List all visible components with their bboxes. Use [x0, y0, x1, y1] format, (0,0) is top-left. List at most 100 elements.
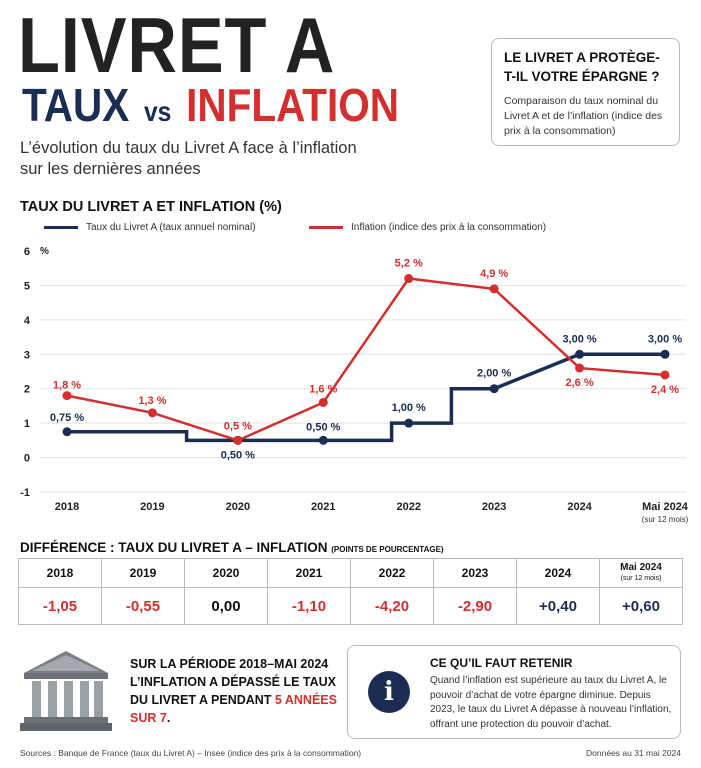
difference-year-label: 2020 — [212, 566, 240, 580]
data-point-inflation — [404, 274, 414, 284]
difference-year-header: 2019 — [101, 558, 185, 588]
data-label-inflation: 1,3 % — [138, 395, 166, 407]
difference-year-label: 2023 — [461, 566, 489, 580]
data-point-inflation — [660, 370, 670, 380]
info-icon: i — [368, 671, 410, 713]
chart-title: TAUX DU LIVRET A ET INFLATION (%) — [20, 199, 282, 215]
data-point-livret-a — [62, 427, 72, 437]
series-line-inflation — [66, 277, 666, 442]
difference-table: 2018 2019 2020 2021 2022 2023 2024 Mai 2024 (sur… — [18, 558, 683, 625]
legend-inflation: Inflation (indice des prix à la consomma… — [309, 222, 546, 233]
series-line-livret-a — [67, 352, 665, 443]
difference-year-header: 2021 — [267, 558, 351, 588]
data-label-livret-a: 0,75 % — [50, 412, 84, 424]
data-label-livret-a: 1,00 % — [392, 402, 426, 414]
period-summary: SUR LA PÉRIODE 2018–MAI 2024 L’INFLATION… — [130, 655, 340, 727]
x-tick-note: (sur 12 mois) — [642, 515, 689, 524]
difference-year-label: 2024 — [544, 566, 572, 580]
difference-year-header: 2020 — [184, 558, 268, 588]
difference-year-label: 2018 — [46, 566, 74, 580]
difference-title: DIFFÉRENCE : TAUX DU LIVRET A – INFLATIO… — [20, 540, 444, 555]
difference-year-label: 2019 — [129, 566, 157, 580]
data-label-inflation: 1,6 % — [309, 383, 337, 395]
difference-value: +0,40 — [516, 587, 600, 625]
data-label-inflation: 0,5 % — [224, 420, 252, 432]
difference-year-header: 2023 — [433, 558, 517, 588]
difference-year-label: 2021 — [295, 566, 323, 580]
x-tick-label: 2022 — [396, 501, 420, 513]
difference-value: 0,00 — [184, 587, 268, 625]
data-point-livret-a — [660, 349, 670, 359]
y-tick-label: 5 — [24, 280, 30, 292]
difference-year-header: 2022 — [350, 558, 434, 588]
sub-title-vs: vs — [143, 96, 172, 127]
line-chart: % -1 0 1 2 3 4 5 6 2018 2019 2020 2021 2022 2023 2024 Ma… — [20, 246, 689, 524]
y-tick-label: -1 — [20, 487, 30, 499]
callout-text: Comparaison du taux nominal du Livret A … — [504, 95, 663, 137]
sub-title: TAUX vs INFLATION — [22, 82, 399, 128]
difference-year-note: (sur 12 mois) — [620, 575, 662, 582]
data-point-inflation — [575, 363, 585, 373]
difference-title-text: DIFFÉRENCE : TAUX DU LIVRET A – INFLATIO… — [20, 540, 328, 555]
y-tick-label: 3 — [24, 349, 30, 361]
data-point-livret-a — [318, 435, 328, 445]
data-label-inflation: 5,2 % — [395, 258, 423, 270]
x-tick-label: Mai 2024 — [642, 501, 689, 513]
difference-value: -1,10 — [267, 587, 351, 625]
legend-livret-label: Taux du Livret A (taux annuel nominal) — [86, 222, 256, 233]
takeaway-text: Quand l’inflation est supérieure au taux… — [430, 675, 672, 730]
data-label-inflation: 2,4 % — [651, 384, 679, 396]
key-takeaway-box: i CE QU’IL FAUT RETENIR Quand l’inflatio… — [347, 645, 681, 739]
sub-title-inflation: INFLATION — [186, 79, 400, 131]
period-highlight: 5 ANNÉES SUR 7 — [130, 693, 337, 725]
y-tick-label: 0 — [24, 453, 30, 465]
x-tick-label: 2019 — [140, 501, 164, 513]
data-label-livret-a: 3,00 % — [562, 333, 596, 345]
data-label-livret-a: 0,50 % — [306, 421, 340, 433]
difference-value: +0,60 — [599, 587, 683, 625]
data-point-livret-a — [489, 384, 499, 394]
legend-livret-swatch — [44, 226, 78, 229]
legend-inflation-label: Inflation (indice des prix à la consomma… — [351, 222, 547, 233]
data-label-inflation: 2,6 % — [566, 377, 594, 389]
legend-inflation-swatch — [309, 226, 343, 229]
bank-building-icon — [20, 651, 112, 731]
difference-value: -0,55 — [101, 587, 185, 625]
y-tick-label: 4 — [24, 315, 31, 327]
main-title: LIVRET A — [18, 1, 336, 89]
data-label-livret-a: 2,00 % — [477, 368, 511, 380]
difference-year-header: 2024 — [516, 558, 600, 588]
legend-livret: Taux du Livret A (taux annuel nominal) — [44, 222, 256, 233]
period-line1: SUR LA PÉRIODE 2018–MAI 2024 — [130, 657, 329, 671]
data-label-inflation: 4,9 % — [480, 268, 508, 280]
data-date: Données au 31 mai 2024 — [586, 748, 681, 758]
subtitle: L’évolution du taux du Livret A face à l… — [20, 139, 357, 178]
y-tick-label: 1 — [24, 418, 30, 430]
data-point-livret-a — [575, 349, 585, 359]
difference-value: -2,90 — [433, 587, 517, 625]
difference-value: -1,05 — [18, 587, 102, 625]
sub-title-taux: TAUX — [22, 79, 130, 131]
sources: Sources : Banque de France (taux du Livr… — [20, 748, 362, 758]
data-point-inflation — [489, 284, 499, 294]
callout-box: LE LIVRET A PROTÈGE-T-IL VOTRE ÉPARGNE ?… — [491, 38, 680, 146]
period-end: . — [166, 711, 171, 725]
data-label-livret-a: 3,00 % — [648, 333, 682, 345]
data-label-livret-a: 0,50 % — [221, 449, 255, 461]
data-point-inflation — [62, 391, 72, 401]
x-tick-label: 2020 — [226, 501, 250, 513]
difference-year-label: 2022 — [378, 566, 406, 580]
difference-year-label: Mai 2024 — [620, 562, 662, 573]
x-tick-label: 2018 — [55, 501, 79, 513]
callout-question: LE LIVRET A PROTÈGE-T-IL VOTRE ÉPARGNE ? — [504, 50, 660, 84]
difference-unit: (POINTS DE POURCENTAGE) — [331, 545, 444, 554]
y-tick-label: 6 — [24, 246, 30, 258]
difference-value: -4,20 — [350, 587, 434, 625]
data-point-inflation — [147, 408, 157, 418]
period-line2: L’INFLATION A DÉPASSÉ LE TAUX DU LIVRET … — [130, 675, 337, 707]
difference-year-header: 2018 — [18, 558, 102, 588]
x-tick-label: 2023 — [482, 501, 506, 513]
takeaway-title: CE QU’IL FAUT RETENIR — [430, 656, 573, 670]
data-label-inflation: 1,8 % — [53, 380, 81, 392]
data-point-livret-a — [404, 418, 414, 428]
